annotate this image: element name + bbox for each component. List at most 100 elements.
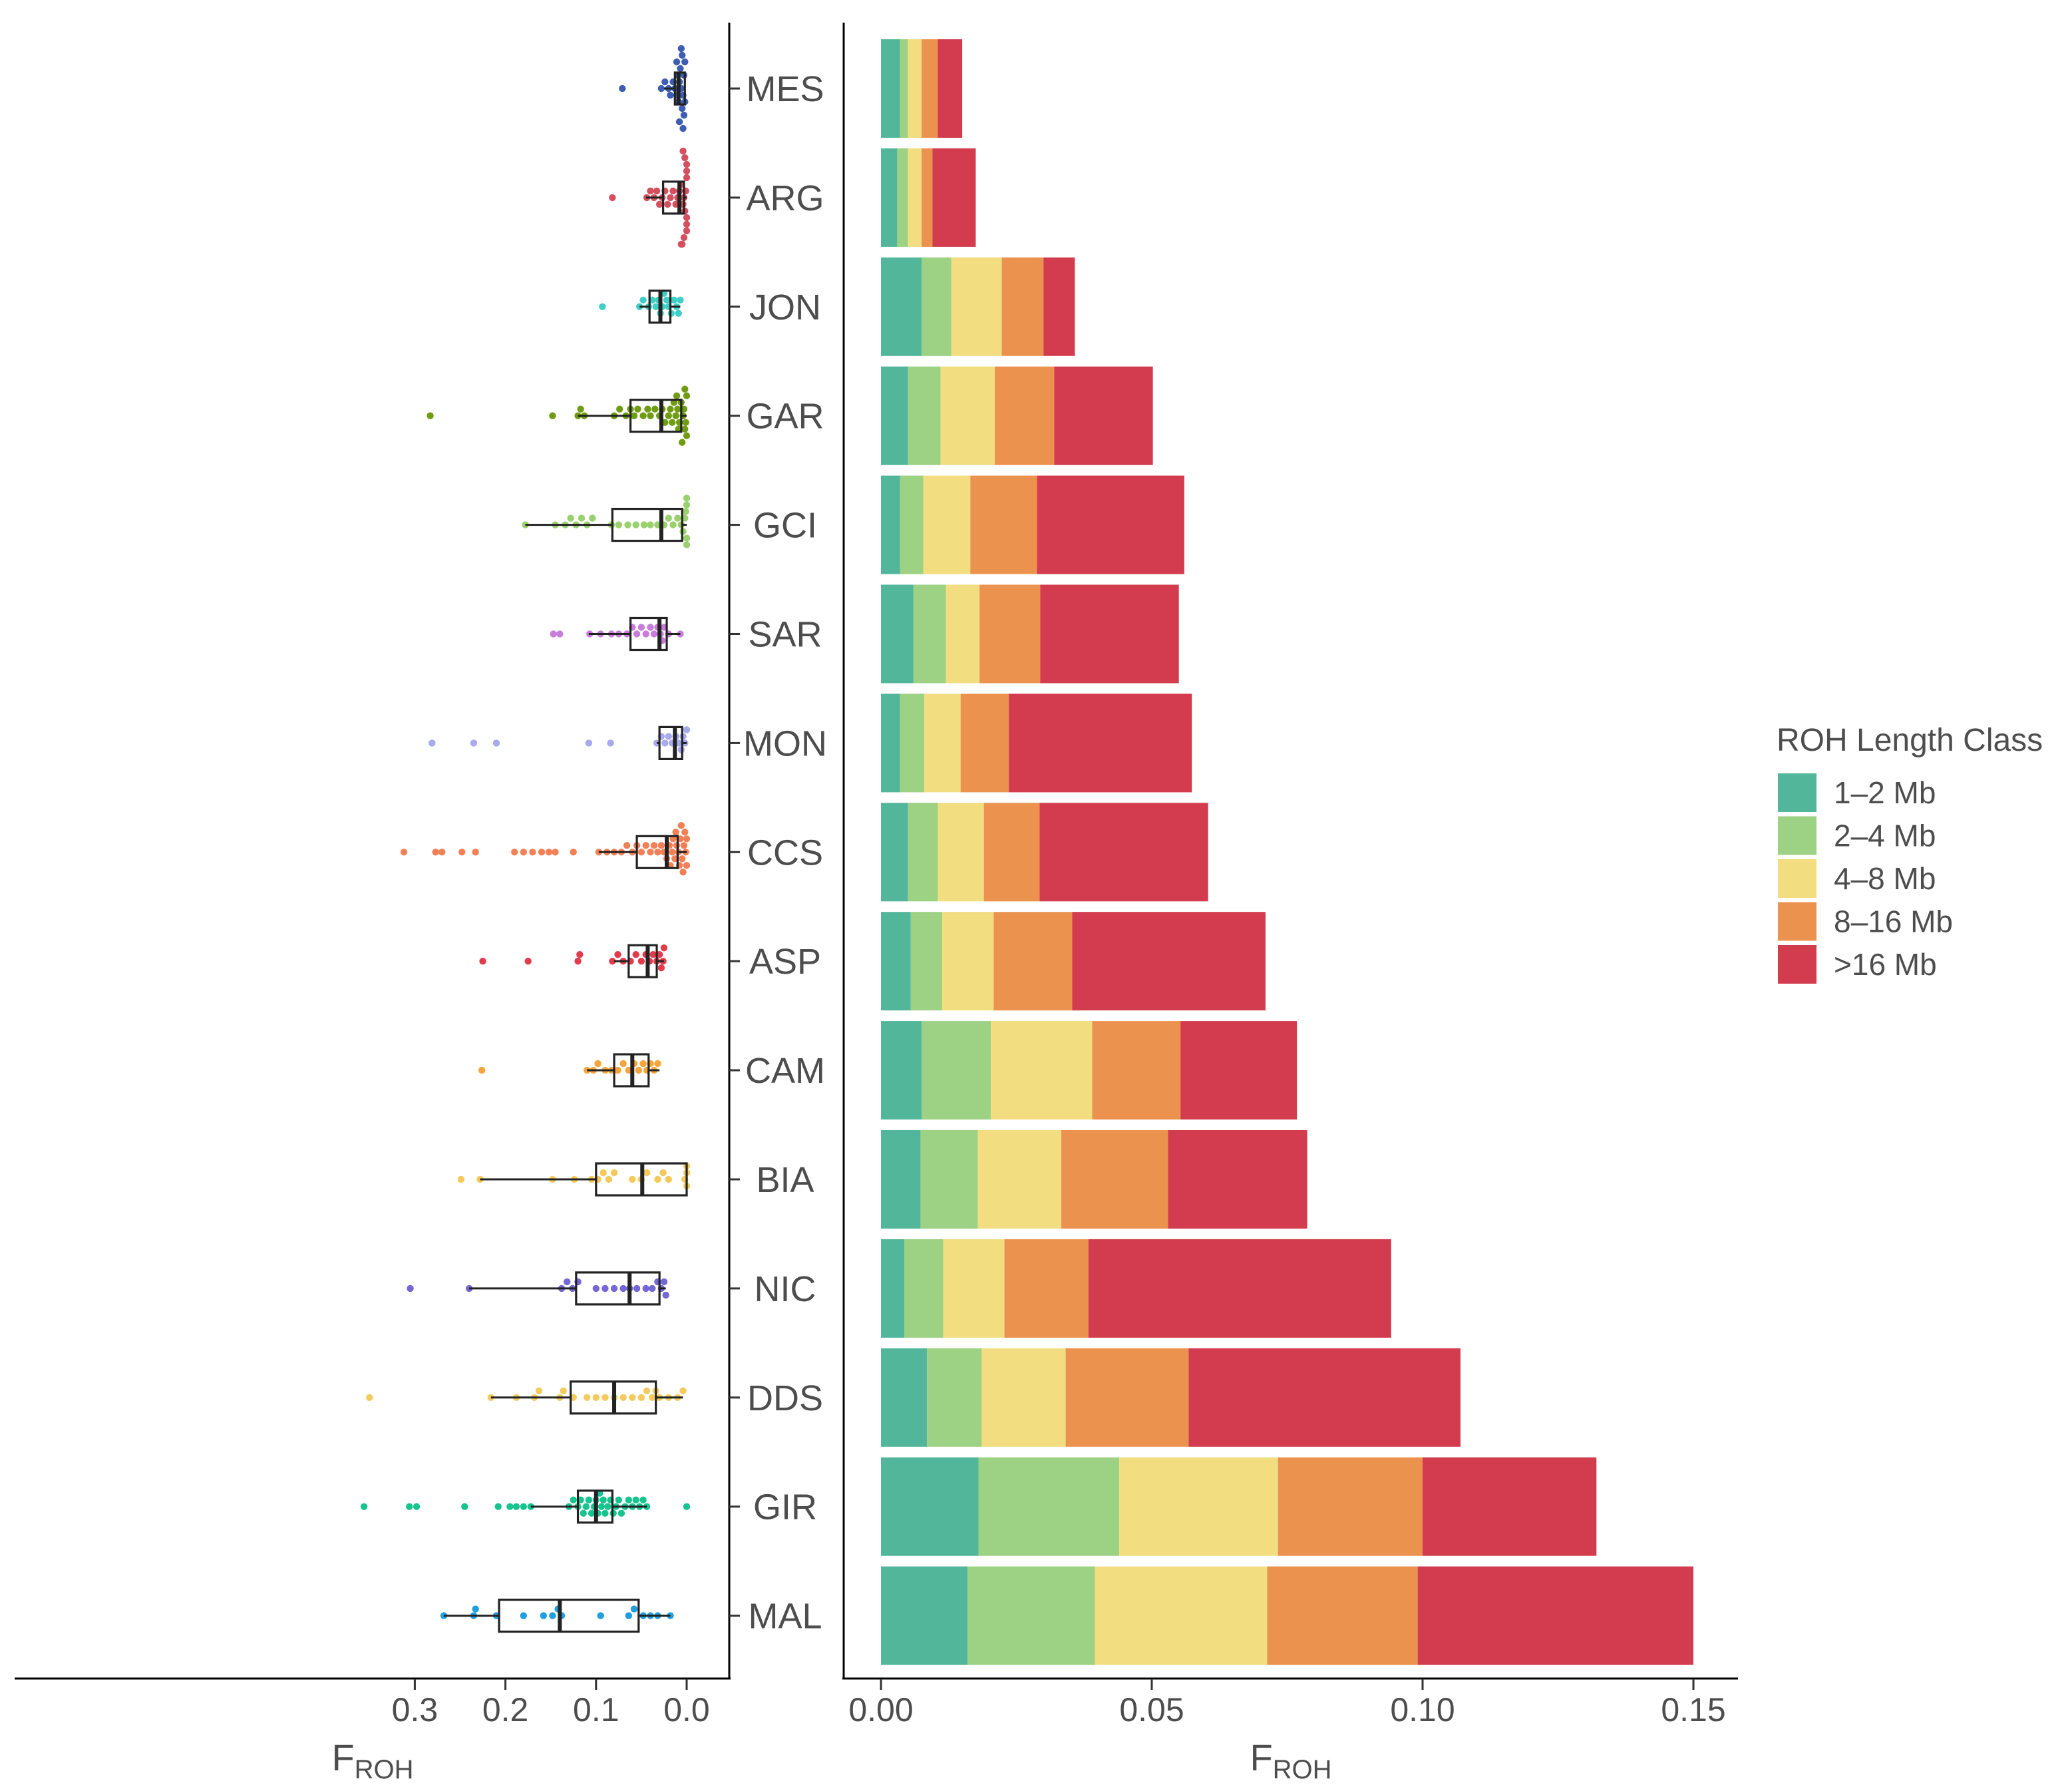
data-point-bia	[605, 1175, 613, 1183]
data-point-arg	[683, 227, 691, 235]
data-point-dds	[643, 1387, 651, 1394]
data-point-cam	[614, 1066, 621, 1074]
data-point-gir	[588, 1509, 596, 1517]
boxplot-x-tick-label: 0.3	[392, 1691, 438, 1728]
bar-segment-jon-0	[881, 257, 922, 356]
data-point-sar	[556, 630, 564, 638]
bar-segment-mal-0	[881, 1566, 968, 1665]
data-point-arg	[664, 200, 671, 208]
bar-segment-dds-3	[1065, 1348, 1189, 1447]
data-point-nic	[564, 1278, 571, 1286]
bar-segment-mon-2	[924, 694, 961, 793]
data-point-asp	[574, 958, 582, 965]
population-label-gir: GIR	[753, 1488, 817, 1527]
bar-x-axis-title: FROH	[1250, 1736, 1331, 1784]
data-point-gir	[683, 1503, 691, 1510]
bar-x-axis-title-subscript: ROH	[1273, 1755, 1332, 1784]
iqr-box	[627, 944, 658, 978]
bar-segment-mon-1	[900, 694, 925, 793]
data-point-gar	[427, 412, 434, 419]
data-point-asp	[660, 944, 668, 952]
bar-dds	[881, 1348, 1461, 1447]
bar-segment-ccs-2	[938, 803, 984, 902]
data-point-arg	[677, 240, 685, 248]
bar-segment-gci-2	[923, 475, 971, 574]
data-point-arg	[683, 214, 691, 222]
data-point-mon	[607, 739, 614, 747]
data-point-mon	[665, 733, 672, 740]
bar-segment-asp-0	[881, 912, 911, 1011]
boxplot-asp	[614, 944, 664, 978]
data-point-gir	[494, 1503, 502, 1510]
data-point-gar	[665, 412, 672, 419]
data-point-cam	[635, 1066, 643, 1074]
data-point-gar	[672, 412, 679, 419]
bar-segment-mal-1	[967, 1566, 1095, 1665]
data-point-arg	[653, 187, 661, 195]
population-label-mes: MES	[746, 69, 824, 109]
data-point-gar	[669, 419, 676, 426]
boxplot-bia	[480, 1162, 688, 1197]
data-point-gci	[683, 534, 691, 542]
data-point-dds	[602, 1394, 609, 1401]
data-point-mes	[675, 118, 683, 126]
data-point-mal	[540, 1612, 548, 1619]
data-point-mes	[678, 51, 686, 59]
data-point-gci	[567, 514, 574, 522]
bar-segment-arg-1	[897, 148, 908, 247]
data-point-mal	[549, 1612, 556, 1619]
data-point-ccs	[458, 849, 466, 856]
data-point-gar	[549, 412, 556, 419]
boxplot-dds	[490, 1380, 683, 1415]
data-point-jon	[639, 296, 647, 303]
data-point-ccs	[679, 869, 687, 876]
data-point-gar	[647, 412, 654, 419]
data-point-dds	[535, 1387, 543, 1394]
data-point-ccs	[432, 849, 439, 856]
data-point-gir	[461, 1503, 468, 1510]
iqr-box	[611, 507, 683, 542]
data-point-ccs	[678, 855, 686, 863]
data-point-bia	[457, 1175, 465, 1183]
data-point-gar	[683, 432, 691, 439]
data-point-jon	[670, 296, 678, 303]
boxplot-x-axis-title-main: F	[331, 1736, 354, 1778]
data-point-arg	[655, 200, 663, 208]
data-point-asp	[614, 951, 621, 958]
data-point-gir	[520, 1503, 528, 1510]
data-point-mes	[619, 85, 626, 93]
legend-label: 1–2 Mb	[1834, 775, 1936, 810]
data-point-nic	[407, 1285, 414, 1292]
bar-segment-sar-1	[913, 584, 946, 684]
bar-x-axis-title-main: F	[1250, 1736, 1272, 1778]
data-point-gar	[683, 392, 691, 399]
boxplot-x-tick-label: 0.2	[482, 1691, 529, 1728]
data-point-gar	[630, 412, 638, 419]
data-point-mal	[597, 1612, 604, 1619]
data-point-gir	[413, 1503, 421, 1510]
bar-segment-nic-4	[1088, 1239, 1391, 1338]
boxplot-sar	[588, 616, 681, 652]
bar-segment-mes-1	[900, 39, 908, 138]
data-point-sar	[647, 624, 654, 631]
legend-label: 2–4 Mb	[1834, 819, 1936, 853]
data-point-gir	[406, 1503, 413, 1510]
boxplot-ccs	[598, 835, 687, 869]
data-point-gar	[634, 405, 641, 413]
legend-label: 8–16 Mb	[1834, 904, 1953, 939]
data-point-gir	[506, 1503, 514, 1510]
bar-segment-gar-0	[881, 366, 908, 465]
data-point-dds	[649, 1394, 656, 1401]
data-point-mes	[673, 58, 681, 66]
bar-gar	[881, 366, 1153, 465]
boxplot-gar	[578, 399, 687, 433]
data-point-jon	[599, 303, 606, 310]
bar-segment-dds-4	[1188, 1348, 1461, 1447]
data-point-ccs	[683, 862, 691, 869]
data-point-gar	[681, 425, 689, 433]
bar-segment-ccs-4	[1039, 803, 1208, 902]
boxplot-x-ticks: 0.3 0.2 0.1 0.0	[392, 1679, 710, 1728]
data-point-ccs	[570, 849, 577, 856]
data-point-dds	[619, 1394, 627, 1401]
data-point-gar	[651, 405, 659, 413]
